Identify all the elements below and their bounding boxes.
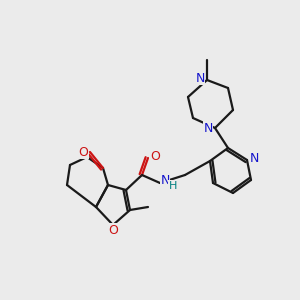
Text: N: N [249,152,259,164]
Text: N: N [160,173,170,187]
Text: O: O [78,146,88,158]
Text: O: O [150,149,160,163]
Text: O: O [108,224,118,236]
Text: N: N [203,122,213,134]
Text: H: H [169,181,177,191]
Text: N: N [195,71,205,85]
